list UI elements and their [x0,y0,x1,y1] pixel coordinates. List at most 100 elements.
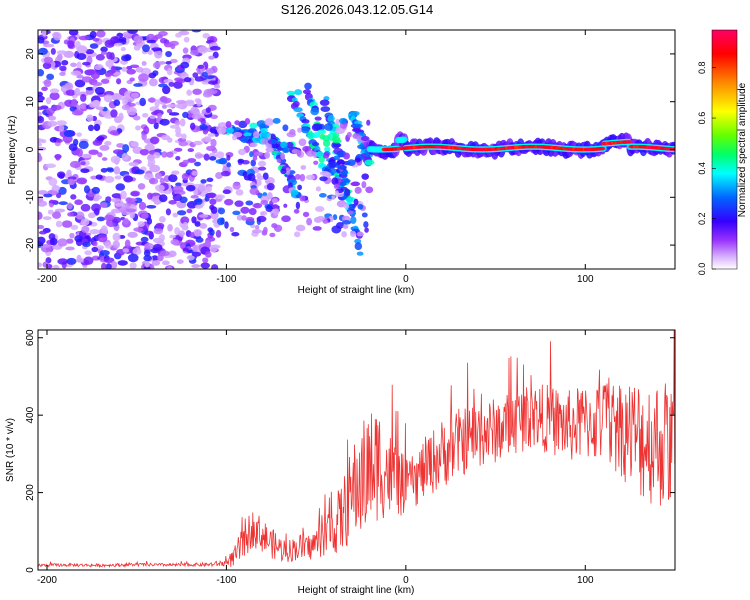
multipath-bright-blob [339,117,348,124]
noise-blob [189,122,196,130]
noise-blob [167,224,173,232]
noise-blob [111,216,122,224]
noise-blob [209,156,217,161]
noise-blob [59,71,66,77]
noise-blob [86,114,94,122]
noise-blob [182,247,189,252]
noise-blob [195,198,203,205]
multipath-bright-blob [279,141,288,148]
noise-blob [104,39,115,48]
noise-blob [187,158,197,163]
multipath-streak [317,129,327,135]
noise-blob [58,124,65,132]
noise-blob [187,148,195,153]
multipath-scatter [256,215,267,223]
noise-blob [169,58,178,64]
noise-blob [74,40,81,50]
noise-blob [69,160,81,169]
spectrogram-ylabel: Frequency (Hz) [7,116,18,185]
snr-ytick-label: 0 [25,567,36,573]
noise-blob [129,262,137,269]
multipath-streak [304,82,312,90]
noise-blob [186,208,193,214]
noise-blob [149,136,160,145]
multipath-scatter [299,195,306,202]
multipath-scatter [283,203,288,208]
noise-blob [142,112,149,118]
noise-blob [88,149,99,155]
noise-blob [197,185,206,192]
multipath-scatter [294,173,301,180]
noise-blob [123,175,134,183]
snr-ytick-label: 400 [25,406,36,423]
noise-blob [95,106,105,111]
noise-blob [80,168,90,174]
multipath-scatter [217,217,225,226]
noise-blob [166,266,173,269]
noise-blob [110,198,121,203]
noise-blob [127,253,139,263]
noise-blob [191,170,198,176]
chart-title: S126.2026.043.12.05.G14 [281,2,434,17]
noise-blob [38,262,43,268]
multipath-scatter [240,206,250,214]
snr-xtick-label: -200 [37,575,57,586]
multipath-streak [364,159,375,166]
multipath-bright-blob [301,127,310,134]
multipath-scatter [252,155,258,161]
multipath-scatter [264,151,271,159]
noise-blob [143,254,152,262]
noise-blob [207,133,216,137]
noise-blob [130,92,140,98]
noise-blob [38,138,44,144]
noise-blob [211,264,219,269]
noise-blob [194,161,202,167]
multipath-streak [319,99,330,106]
noise-blob [51,185,61,192]
multipath-scatter [271,198,279,204]
multipath-bright-blob [240,136,249,143]
multipath-scatter [297,184,303,191]
noise-blob [153,200,161,205]
noise-blob [52,104,62,111]
noise-blob [205,107,211,113]
noise-blob [207,80,218,85]
noise-blob [100,225,108,234]
multipath-scatter [271,223,278,229]
multipath-scatter [232,131,243,138]
noise-blob [190,194,199,199]
noise-blob [68,30,79,36]
noise-blob [204,239,211,248]
multipath-scatter [298,138,307,147]
multipath-streak [345,196,356,203]
noise-blob [202,257,209,263]
noise-blob [89,43,99,49]
multipath-streak [324,146,331,152]
multipath-scatter [306,150,316,157]
noise-blob [133,227,144,232]
noise-blob [155,222,165,229]
noise-blob [103,257,115,264]
noise-blob [194,76,204,82]
noise-blob [182,47,189,54]
noise-blob [141,132,147,141]
noise-blob [104,72,112,77]
noise-blob [84,250,92,256]
noise-blob [56,171,66,179]
multipath-scatter [311,142,320,147]
colorbar-tick-label: 0.2 [697,212,707,225]
noise-blob [106,51,112,60]
noise-blob [191,264,201,269]
multipath-scatter [265,146,274,153]
multipath-scatter [354,157,361,163]
noise-blob [165,50,172,58]
noise-blob [43,79,52,88]
noise-blob [38,95,45,102]
noise-blob [154,172,163,180]
noise-blob [76,52,87,61]
multipath-scatter [249,187,259,195]
noise-blob [149,114,156,119]
noise-blob [140,212,149,219]
noise-blob [43,193,53,198]
noise-blob [65,246,75,251]
